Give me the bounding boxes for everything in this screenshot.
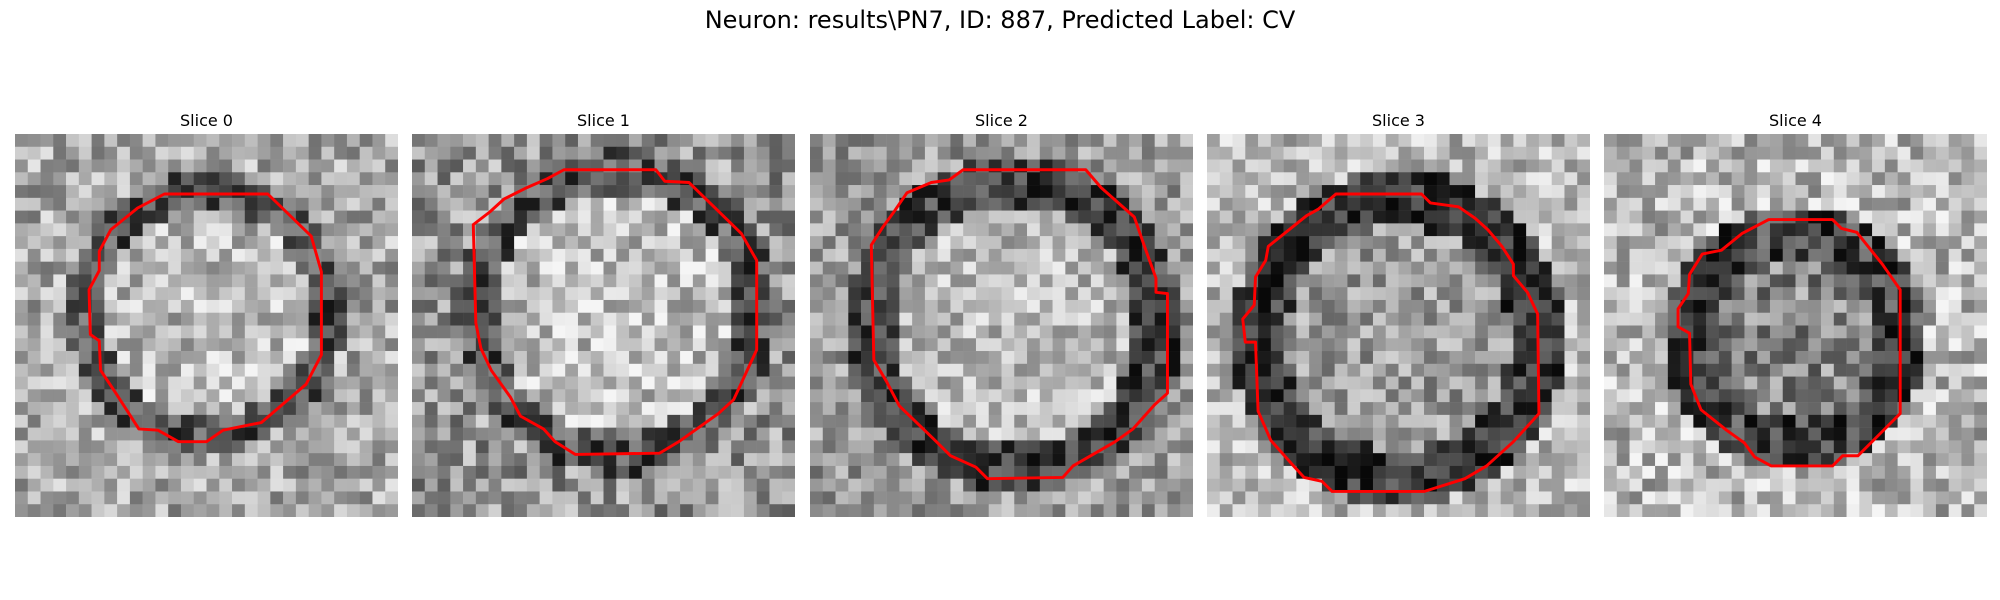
slice-image-0 [15,134,398,517]
slice-panel-1: Slice 1 [412,110,795,517]
slice-title-1: Slice 1 [412,110,795,132]
slice-panel-2: Slice 2 [810,110,1193,517]
slice-title-3: Slice 3 [1207,110,1590,132]
microscopy-pixels [1207,134,1590,517]
microscopy-pixels [15,134,398,517]
slice-title-2: Slice 2 [810,110,1193,132]
slice-image-2 [810,134,1193,517]
slice-image-4 [1604,134,1987,517]
figure-title: Neuron: results\PN7, ID: 887, Predicted … [0,6,2000,34]
microscopy-pixels [1604,134,1987,517]
slice-image-3 [1207,134,1590,517]
slice-panel-3: Slice 3 [1207,110,1590,517]
microscopy-pixels [412,134,795,517]
slice-title-4: Slice 4 [1604,110,1987,132]
slice-panel-4: Slice 4 [1604,110,1987,517]
microscopy-pixels [810,134,1193,517]
slice-title-0: Slice 0 [15,110,398,132]
slice-image-1 [412,134,795,517]
slice-panel-0: Slice 0 [15,110,398,517]
